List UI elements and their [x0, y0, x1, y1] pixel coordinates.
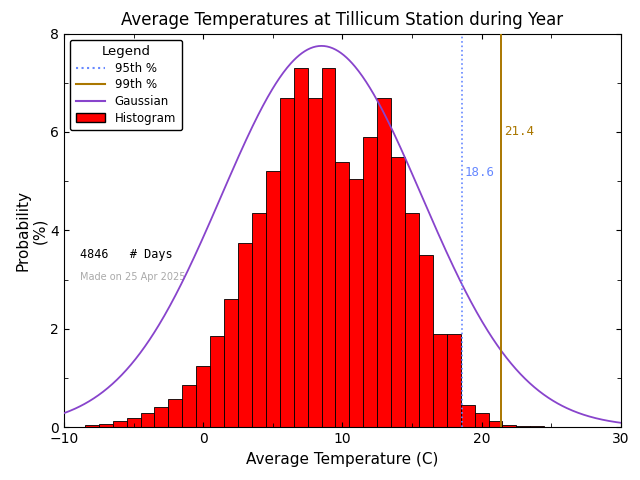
Title: Average Temperatures at Tillicum Station during Year: Average Temperatures at Tillicum Station…: [122, 11, 563, 29]
Bar: [224, 300, 238, 427]
Bar: [335, 161, 349, 427]
Bar: [488, 421, 502, 427]
Bar: [252, 213, 266, 427]
Bar: [182, 385, 196, 427]
Bar: [433, 334, 447, 427]
Bar: [308, 97, 321, 427]
Bar: [99, 424, 113, 427]
Bar: [364, 137, 377, 427]
Bar: [266, 171, 280, 427]
Bar: [447, 334, 461, 427]
Bar: [238, 243, 252, 427]
Bar: [294, 68, 308, 427]
Bar: [154, 407, 168, 427]
Bar: [405, 213, 419, 427]
Y-axis label: Probability
(%): Probability (%): [15, 190, 47, 271]
Text: 4846   # Days: 4846 # Days: [79, 248, 172, 261]
Bar: [349, 179, 364, 427]
Bar: [516, 426, 531, 427]
Bar: [168, 399, 182, 427]
Bar: [377, 97, 391, 427]
Bar: [321, 68, 335, 427]
Bar: [113, 421, 127, 427]
Text: 18.6: 18.6: [464, 167, 494, 180]
Bar: [280, 97, 294, 427]
Bar: [196, 366, 210, 427]
Bar: [141, 413, 154, 427]
Bar: [210, 336, 224, 427]
Text: Made on 25 Apr 2025: Made on 25 Apr 2025: [79, 272, 185, 282]
Bar: [419, 255, 433, 427]
Bar: [475, 413, 488, 427]
Bar: [502, 425, 516, 427]
X-axis label: Average Temperature (C): Average Temperature (C): [246, 452, 438, 467]
Bar: [531, 426, 544, 427]
Bar: [127, 419, 141, 427]
Legend: 95th %, 99th %, Gaussian, Histogram: 95th %, 99th %, Gaussian, Histogram: [70, 39, 182, 131]
Bar: [85, 425, 99, 427]
Bar: [461, 405, 475, 427]
Bar: [391, 156, 405, 427]
Text: 21.4: 21.4: [504, 125, 534, 138]
